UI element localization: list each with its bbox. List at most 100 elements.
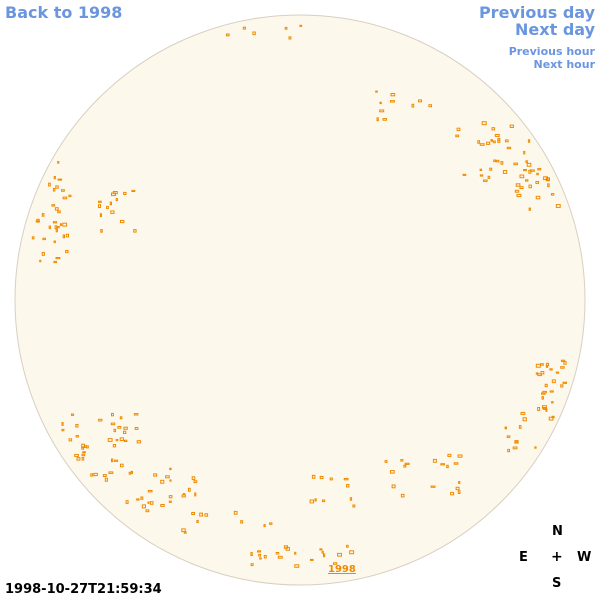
next-hour-link[interactable]: Next hour [533, 58, 596, 71]
feature-contour [123, 430, 127, 435]
feature-contour [51, 204, 56, 207]
previous-hour-link[interactable]: Previous hour [508, 45, 595, 58]
feature-contour [169, 467, 172, 471]
feature-contour [492, 140, 496, 144]
feature-contour [462, 173, 467, 176]
feature-contour [250, 563, 254, 567]
feature-contour [455, 134, 460, 138]
feature-contour [430, 485, 436, 488]
feature-contour [75, 435, 79, 438]
feature-contour [560, 359, 566, 362]
feature-contour [375, 90, 378, 93]
feature-contour [455, 486, 460, 491]
feature-contour [390, 100, 395, 103]
feature-contour [59, 223, 62, 226]
feature-contour [343, 478, 349, 481]
feature-contour [514, 440, 518, 444]
feature-contour [549, 390, 554, 393]
feature-contour [269, 522, 273, 525]
feature-contour [551, 401, 554, 404]
feature-contour [544, 383, 548, 388]
feature-contour [294, 564, 300, 568]
feature-contour [477, 140, 481, 144]
feature-contour [525, 160, 528, 164]
next-day-link[interactable]: Next day [515, 20, 595, 39]
feature-contour [35, 220, 40, 223]
feature-contour [109, 201, 112, 206]
feature-contour [551, 379, 556, 384]
feature-contour [107, 438, 113, 442]
feature-contour [323, 553, 326, 558]
feature-contour [479, 174, 484, 177]
feature-contour [130, 470, 134, 474]
feature-contour [125, 500, 129, 504]
feature-contour [62, 196, 68, 200]
feature-contour [168, 495, 173, 499]
feature-contour [529, 169, 535, 172]
feature-contour [257, 550, 261, 553]
feature-contour [491, 127, 496, 131]
feature-contour [548, 416, 554, 421]
feature-contour [537, 407, 541, 411]
feature-contour [115, 198, 118, 202]
feature-contour [440, 463, 445, 466]
feature-contour [493, 159, 496, 163]
feature-contour [495, 159, 500, 163]
feature-contour [133, 229, 137, 233]
feature-contour [545, 365, 549, 368]
feature-contour [457, 490, 461, 494]
feature-contour [62, 222, 68, 227]
feature-contour [39, 259, 42, 263]
feature-contour [98, 200, 102, 203]
feature-contour [263, 524, 266, 528]
feature-contour [233, 510, 238, 515]
previous-day-link[interactable]: Previous day [478, 3, 595, 22]
feature-contour [479, 143, 485, 146]
feature-contour [515, 183, 521, 187]
feature-contour [352, 504, 356, 508]
feature-contour [56, 226, 60, 229]
feature-contour [188, 487, 191, 492]
feature-contour [113, 428, 117, 433]
feature-contour [453, 462, 459, 465]
feature-contour [541, 396, 544, 400]
feature-contour [309, 499, 315, 504]
feature-contour [113, 459, 119, 462]
feature-contour [61, 428, 65, 432]
feature-contour [112, 444, 117, 448]
feature-contour [160, 504, 165, 507]
feature-contour [62, 234, 66, 239]
feature-contour [514, 189, 520, 193]
feature-contour [98, 204, 101, 208]
feature-contour [90, 473, 94, 477]
feature-contour [541, 392, 546, 395]
feature-contour [115, 439, 119, 442]
feature-contour [502, 170, 508, 174]
feature-contour [131, 189, 136, 192]
feature-contour [321, 499, 326, 503]
feature-contour [507, 448, 511, 453]
feature-contour [535, 372, 539, 375]
feature-contour [81, 453, 86, 457]
feature-contour [505, 139, 509, 143]
feature-contour [145, 509, 150, 513]
feature-contour [133, 413, 139, 416]
feature-contour [123, 191, 127, 195]
feature-contour [537, 373, 542, 377]
feature-contour [404, 462, 410, 465]
feature-contour [450, 491, 455, 496]
feature-contour [555, 204, 561, 208]
feature-contour [99, 213, 102, 218]
feature-contour [54, 207, 59, 211]
feature-contour [528, 207, 531, 211]
feature-contour [310, 558, 314, 561]
feature-contour [457, 454, 463, 458]
feature-contour [106, 205, 109, 209]
back-to-year-link[interactable]: Back to 1998 [5, 3, 123, 22]
feature-contour [526, 162, 532, 167]
year-link[interactable]: 1998 [328, 564, 356, 575]
feature-contour [284, 26, 288, 30]
feature-contour [68, 194, 72, 198]
